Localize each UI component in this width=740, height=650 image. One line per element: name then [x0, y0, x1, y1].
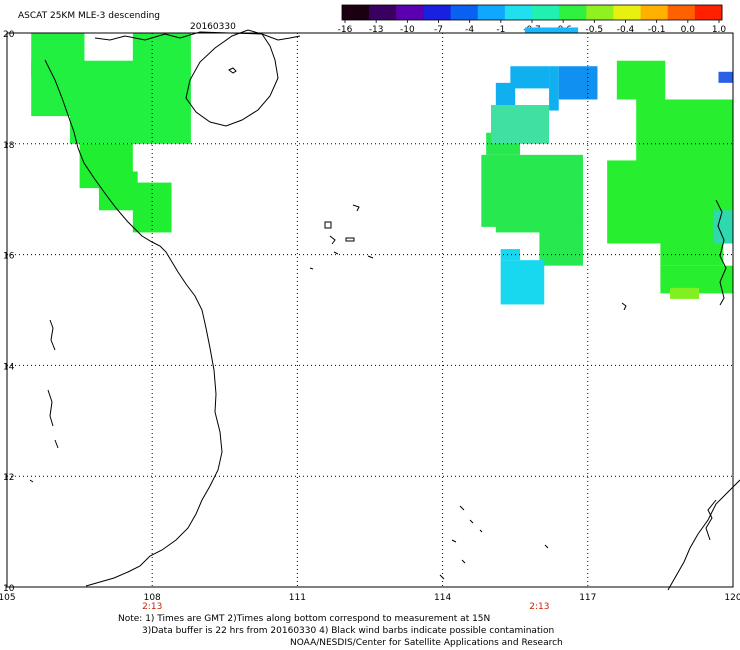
colorbar-label-8: -0.5: [586, 25, 604, 35]
islet-8: [621, 302, 627, 311]
philippines-coast-south: [667, 479, 740, 591]
islet-9: [29, 479, 34, 483]
y-tick-12: 12: [3, 473, 14, 483]
small-islets-south: [439, 505, 549, 580]
colorbar-label-2: -10: [400, 25, 415, 35]
swath-cell-8-1: [636, 99, 733, 166]
lat-lon-grid: [6, 32, 734, 588]
islet-3: [345, 237, 355, 242]
swath-cell-8-2: [607, 160, 733, 244]
colorbar-swatch-8: [559, 5, 587, 20]
colorbar: [341, 4, 723, 21]
swath-cell-5-0: [491, 105, 550, 144]
inland-water-2: [47, 389, 54, 427]
china-coast: [94, 31, 301, 41]
swath-cell-0-3: [132, 33, 191, 144]
swath-cell-8-0: [616, 60, 666, 100]
swath-cell-8-3: [660, 232, 724, 266]
philippines-coast-north: [715, 199, 727, 306]
colorbar-swatch-7: [532, 5, 560, 20]
swath-cell-1-2: [98, 171, 138, 211]
coastline: [29, 29, 740, 591]
islet-5: [333, 251, 339, 255]
x-tick-111: 111: [289, 593, 306, 603]
swath-cell-6-1: [500, 249, 521, 261]
swath-cell-3-1: [495, 82, 516, 111]
colorbar-swatch-0: [342, 5, 370, 20]
swath-cell-2-3: [539, 215, 583, 266]
colorbar-label-4: -4: [465, 25, 474, 35]
colorbar-label-1: -13: [369, 25, 384, 35]
colorbar-swatch-6: [504, 5, 533, 20]
swath-cell-3-0: [510, 66, 550, 89]
islet-4: [352, 204, 360, 212]
colorbar-swatch-10: [613, 5, 642, 20]
swath-cell-1-1: [132, 182, 172, 233]
y-tick-labels: 20 18 16 14 12 10: [3, 30, 15, 594]
islet-6: [367, 255, 374, 259]
product-date: 20160330: [190, 22, 236, 32]
x-tick-105: 105: [0, 593, 16, 603]
swath-cell-4-0: [558, 66, 598, 100]
colorbar-label-11: 0.0: [681, 25, 696, 35]
colorbar-swatch-9: [586, 5, 614, 20]
colorbar-swatch-13: [694, 5, 723, 20]
y-tick-20: 20: [3, 30, 15, 40]
colorbar-label-10: -0.1: [648, 25, 666, 35]
hainan-lake: [228, 67, 237, 74]
y-tick-18: 18: [3, 141, 15, 151]
colorbar-swatch-11: [640, 5, 669, 20]
colorbar-swatch-3: [423, 5, 452, 20]
colorbar-swatch-4: [450, 5, 479, 20]
swath-cell-11-0: [670, 287, 700, 299]
map-frame: [6, 32, 734, 588]
islet-1: [324, 221, 332, 229]
colorbar-label-12: 1.0: [712, 25, 727, 35]
footnote-line-1: Note: 1) Times are GMT 2)Times along bot…: [118, 614, 491, 624]
colorbar-swatch-2: [396, 5, 424, 20]
y-tick-10: 10: [3, 584, 15, 594]
colorbar-label-3: -7: [434, 25, 443, 35]
y-tick-14: 14: [3, 362, 15, 372]
product-title: ASCAT 25KM MLE-3 descending: [18, 11, 160, 21]
swath-cell-6-0: [500, 260, 545, 305]
hainan-island: [185, 29, 279, 127]
x-tick-labels: 105 108 111 114 117 120: [0, 593, 740, 603]
swath-cell-0-2: [69, 110, 138, 144]
y-tick-16: 16: [3, 252, 15, 262]
colorbar-label-5: -1: [496, 25, 505, 35]
pass-time-1: 2:13: [529, 602, 549, 612]
footnote-line-3: NOAA/NESDIS/Center for Satellite Applica…: [290, 638, 563, 648]
swath-cell-9-0: [713, 210, 733, 244]
x-tick-108: 108: [144, 593, 161, 603]
x-tick-120: 120: [724, 593, 740, 603]
x-tick-114: 114: [434, 593, 451, 603]
inland-water-1: [49, 319, 56, 351]
colorbar-swatch-12: [667, 5, 696, 20]
colorbar-label-0: -16: [338, 25, 353, 35]
colorbar-swatch-5: [477, 5, 506, 20]
inland-water-3: [54, 439, 59, 449]
colorbar-swatch-1: [369, 5, 397, 20]
wind-swaths: [31, 27, 733, 305]
pass-time-0: 2:13: [142, 602, 162, 612]
vietnam-coast: [44, 59, 223, 587]
islet-7: [309, 267, 314, 270]
footnote-line-2: 3)Data buffer is 22 hrs from 20160330 4)…: [142, 626, 555, 636]
colorbar-label-9: -0.4: [617, 25, 635, 35]
x-tick-117: 117: [579, 593, 596, 603]
pass-time-labels: 2:13 2:13: [142, 602, 549, 612]
swath-cell-0-1: [31, 60, 148, 117]
swath-cell-7-0: [524, 27, 579, 33]
islet-2: [329, 235, 336, 245]
swath-cell-10-0: [718, 71, 733, 83]
swath-cell-3-2: [549, 66, 559, 111]
palawan-coast: [705, 499, 717, 541]
